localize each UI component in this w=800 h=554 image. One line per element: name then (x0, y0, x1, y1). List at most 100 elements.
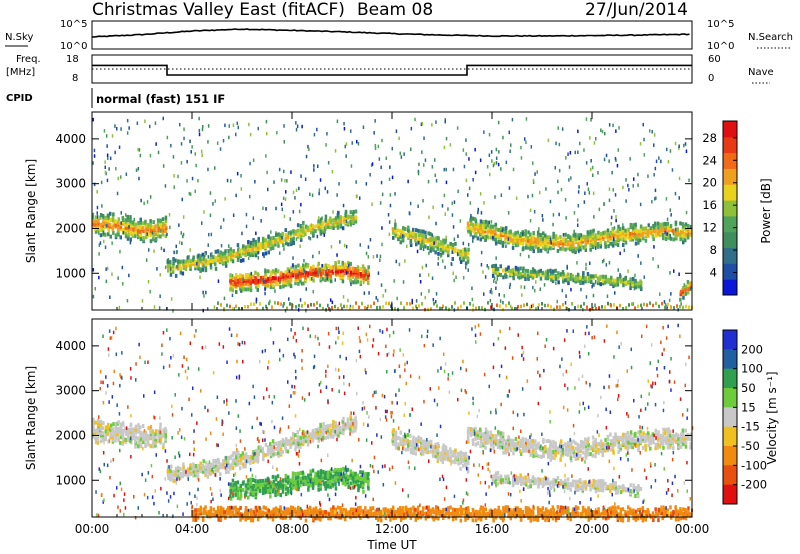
velocity-colorbar: 200 100 50 15 -15 -50 -100 -200 (722, 329, 767, 505)
velocity-data (91, 323, 694, 523)
power-data (91, 116, 693, 313)
x-tick-label: 00:00 (75, 522, 110, 536)
velocity-colorbar-tick-label: 100 (741, 362, 763, 376)
x-tick-label: 08:00 (275, 522, 310, 536)
beam-label: Beam 08 (357, 0, 433, 20)
velocity-colorbar-segment (723, 407, 737, 428)
velocity-colorbar-tick-label: 200 (741, 342, 763, 356)
power-ytick-label: 1000 (55, 266, 86, 280)
power-colorbar-tick-label: 20 (702, 176, 717, 190)
cpid-value: normal (fast) 151 IF (96, 92, 225, 106)
noise-tick-top-left: 10^5 (60, 19, 87, 30)
power-colorbar-tick-label: 12 (702, 221, 717, 235)
velocity-band-5 (491, 471, 643, 499)
velocity-band-3 (391, 428, 470, 474)
power-colorbar-frame (722, 120, 738, 296)
velocity-colorbar-segment (723, 388, 737, 408)
power-ytick-label: 3000 (55, 177, 86, 191)
freq-line (92, 64, 692, 76)
noise-search-label: N.Search (748, 32, 793, 43)
power-band-4 (466, 216, 693, 255)
cpid-label: CPID (6, 93, 33, 104)
velocity-ytick-label: 4000 (55, 339, 86, 353)
freq-tick-8: 8 (72, 73, 78, 84)
velocity-colorbar-segment (723, 368, 737, 389)
x-tick-label: 20:00 (575, 522, 610, 536)
noise-sky-line (91, 28, 690, 38)
velocity-ytick-label: 1000 (55, 473, 86, 487)
x-axis-label: Time UT (366, 538, 417, 552)
velocity-ylabel: Slant Range [km] (24, 366, 38, 470)
velocity-colorbar-tick-label: 15 (741, 400, 756, 414)
power-band-2 (229, 260, 370, 294)
figure-title: Christmas Valley East (fitACF) (92, 0, 345, 20)
velocity-colorbar-segment (723, 484, 737, 505)
power-colorbar-segment (723, 231, 737, 248)
power-colorbar-label: Power [dB] (759, 178, 773, 243)
power-ytick-label: 2000 (55, 221, 86, 235)
velocity-band-2 (229, 466, 370, 501)
power-colorbar-segment (723, 168, 737, 185)
date-label: 27/Jun/2014 (585, 0, 688, 20)
power-colorbar-segment (723, 247, 737, 264)
power-colorbar-segment (723, 121, 737, 138)
velocity-colorbar-tick-label: -100 (741, 458, 767, 472)
freq-label-line2: [MHz] (6, 67, 35, 78)
noise-tick-bottom-left: 10^0 (60, 41, 87, 52)
velocity-ytick-label: 3000 (55, 384, 86, 398)
velocity-colorbar-label: Velocity [m s⁻¹] (765, 371, 779, 464)
nave-label: Nave (748, 67, 774, 78)
power-colorbar-segment (723, 200, 737, 217)
power-colorbar-segment (723, 215, 737, 233)
power-colorbar: 4 8 12 16 20 24 28 (702, 120, 738, 296)
power-scatter (92, 116, 693, 313)
power-colorbar-segment (723, 279, 737, 296)
power-colorbar-tick-label: 4 (710, 266, 717, 280)
power-colorbar-segment (723, 184, 737, 201)
power-colorbar-segment (723, 136, 737, 154)
velocity-scatter (95, 323, 694, 520)
power-colorbar-tick-label: 24 (702, 153, 717, 167)
x-tick-label: 00:00 (675, 522, 710, 536)
velocity-colorbar-segment (723, 426, 737, 447)
velocity-colorbar-tick-label: -15 (741, 420, 760, 434)
velocity-colorbar-tick-label: -50 (741, 439, 760, 453)
power-ylabel: Slant Range [km] (24, 159, 38, 263)
power-band-6 (679, 279, 693, 302)
velocity-colorbar-segment (723, 446, 737, 466)
velocity-colorbar-frame (722, 329, 738, 505)
power-axes: 1000 2000 3000 4000 (55, 132, 692, 280)
noise-tick-bottom-right: 10^0 (707, 41, 734, 52)
power-ytick-label: 4000 (55, 132, 86, 146)
power-band-1 (166, 209, 358, 278)
velocity-ytick-label: 2000 (55, 428, 86, 442)
x-axis: 00:00 04:00 08:00 12:00 16:00 20:00 00:00 (75, 112, 710, 536)
velocity-band-4 (466, 426, 693, 463)
noise-panel-label: N.Sky (5, 32, 33, 43)
x-tick-label: 04:00 (175, 522, 210, 536)
nave-tick-0: 0 (708, 73, 714, 84)
power-band-0 (91, 211, 168, 244)
x-tick-label: 12:00 (375, 522, 410, 536)
power-colorbar-tick-label: 28 (702, 131, 717, 145)
velocity-colorbar-segment (723, 349, 737, 370)
power-colorbar-tick-label: 16 (702, 198, 717, 212)
velocity-colorbar-segment (723, 465, 737, 486)
noise-tick-top-right: 10^5 (707, 19, 734, 30)
freq-tick-18: 18 (66, 54, 79, 65)
noise-panel-frame (91, 20, 693, 50)
power-colorbar-segment (723, 152, 737, 169)
velocity-colorbar-segment (723, 330, 737, 350)
nave-tick-60: 60 (708, 54, 721, 65)
power-band-3 (391, 222, 470, 266)
power-colorbar-tick-label: 8 (710, 243, 717, 257)
velocity-band-0 (91, 417, 168, 450)
velocity-axes: 1000 2000 3000 4000 (55, 339, 692, 487)
freq-label-line1: Freq. (16, 54, 41, 65)
velocity-colorbar-tick-label: -200 (741, 478, 767, 492)
power-colorbar-segment (723, 263, 737, 280)
power-band-5 (491, 263, 643, 291)
x-tick-label: 16:00 (475, 522, 510, 536)
velocity-colorbar-tick-label: 50 (741, 381, 756, 395)
